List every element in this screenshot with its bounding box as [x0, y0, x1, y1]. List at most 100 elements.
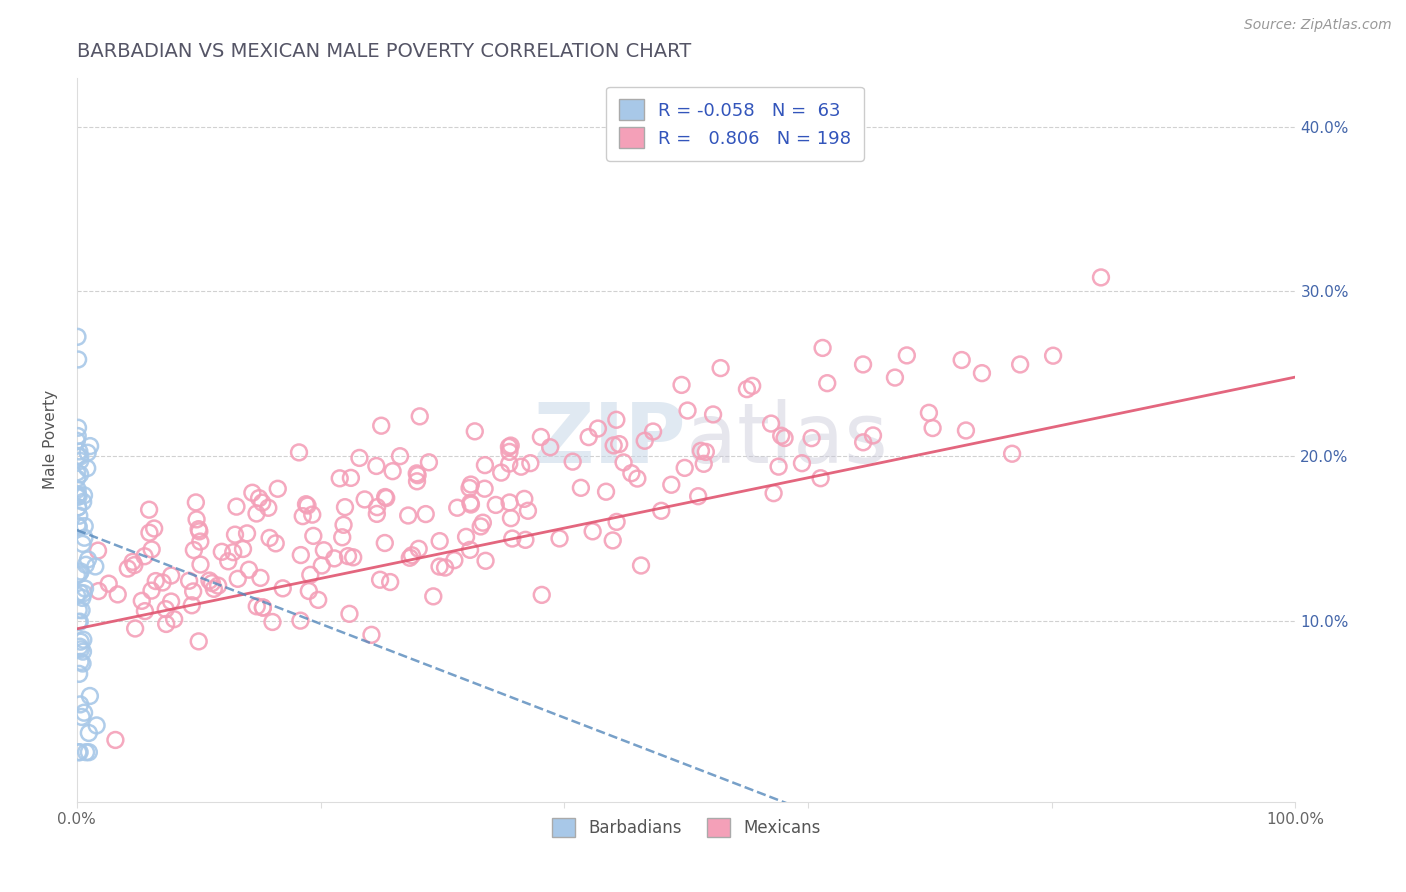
Point — [790, 456, 813, 470]
Point — [67, 444, 90, 458]
Point — [180, 599, 202, 613]
Point — [735, 382, 758, 396]
Point — [710, 361, 733, 376]
Point — [676, 403, 699, 417]
Point — [155, 617, 177, 632]
Point — [800, 431, 823, 445]
Point — [474, 458, 496, 472]
Point — [349, 450, 371, 465]
Point — [406, 475, 429, 489]
Point — [460, 498, 482, 512]
Point — [69, 745, 91, 759]
Point — [405, 467, 427, 481]
Point — [918, 406, 941, 420]
Point — [84, 559, 107, 574]
Text: Source: ZipAtlas.com: Source: ZipAtlas.com — [1244, 18, 1392, 32]
Point — [323, 551, 346, 566]
Point — [389, 449, 412, 463]
Point — [124, 558, 146, 573]
Point — [434, 560, 457, 574]
Point — [69, 467, 91, 482]
Point — [66, 421, 89, 435]
Point — [422, 590, 444, 604]
Point — [381, 464, 404, 478]
Point — [301, 508, 323, 522]
Point — [70, 603, 93, 617]
Point — [240, 485, 263, 500]
Point — [66, 466, 89, 480]
Point — [177, 574, 200, 588]
Point — [67, 500, 90, 515]
Point — [333, 500, 356, 515]
Point — [67, 490, 90, 504]
Point — [104, 733, 127, 747]
Point — [375, 491, 398, 505]
Point — [443, 553, 465, 567]
Point — [695, 445, 717, 459]
Point — [76, 446, 98, 460]
Point — [291, 509, 314, 524]
Point — [297, 499, 319, 513]
Point — [69, 454, 91, 468]
Point — [69, 698, 91, 712]
Point — [605, 413, 627, 427]
Point — [160, 594, 183, 608]
Point — [76, 461, 98, 475]
Point — [252, 600, 274, 615]
Point — [160, 568, 183, 582]
Point — [498, 440, 520, 454]
Point — [79, 689, 101, 703]
Point — [66, 490, 89, 504]
Point — [606, 515, 628, 529]
Text: atlas: atlas — [686, 399, 889, 480]
Point — [121, 555, 143, 569]
Point — [538, 440, 561, 454]
Point — [290, 614, 312, 628]
Point — [499, 439, 522, 453]
Point — [226, 572, 249, 586]
Point — [155, 602, 177, 616]
Point — [569, 481, 592, 495]
Point — [73, 582, 96, 596]
Point — [69, 615, 91, 629]
Point — [249, 571, 271, 585]
Point — [262, 615, 284, 629]
Point — [950, 353, 973, 368]
Point — [69, 655, 91, 669]
Point — [138, 525, 160, 540]
Point — [66, 568, 89, 582]
Point — [510, 459, 533, 474]
Point — [70, 642, 93, 657]
Point — [374, 490, 396, 504]
Point — [67, 520, 90, 534]
Point — [238, 563, 260, 577]
Point — [77, 745, 100, 759]
Point — [513, 491, 536, 506]
Point — [134, 549, 156, 564]
Point — [134, 604, 156, 618]
Point — [72, 591, 94, 605]
Point — [73, 519, 96, 533]
Point — [768, 459, 790, 474]
Point — [368, 573, 391, 587]
Point — [429, 559, 451, 574]
Point — [370, 418, 392, 433]
Point — [702, 408, 724, 422]
Point — [519, 456, 541, 470]
Point — [87, 584, 110, 599]
Point — [72, 537, 94, 551]
Point — [183, 543, 205, 558]
Point — [86, 718, 108, 732]
Point — [366, 458, 388, 473]
Point — [69, 450, 91, 464]
Point — [225, 500, 247, 514]
Point — [145, 574, 167, 588]
Point — [72, 632, 94, 647]
Point — [66, 434, 89, 448]
Point — [267, 482, 290, 496]
Point — [67, 745, 90, 759]
Point — [236, 526, 259, 541]
Point — [329, 471, 352, 485]
Point — [498, 445, 520, 459]
Point — [498, 457, 520, 471]
